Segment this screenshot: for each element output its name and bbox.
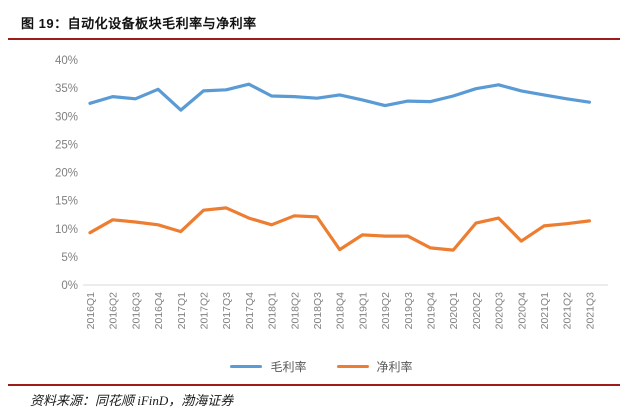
x-tick-label: 2020Q3	[494, 292, 506, 330]
figure-title: 图 19：自动化设备板块毛利率与净利率	[21, 16, 257, 31]
x-tick-label: 2019Q3	[403, 292, 415, 330]
legend-label-gross-margin: 毛利率	[270, 360, 307, 374]
x-tick-label: 2018Q3	[312, 292, 324, 330]
gross-margin-line	[88, 82, 592, 112]
legend-item-net-margin: 净利率	[336, 358, 413, 375]
x-tick-label: 2016Q2	[108, 292, 120, 330]
y-tick-label: 10%	[55, 224, 78, 236]
chart-legend: 毛利率 净利率	[0, 358, 643, 375]
x-tick-label: 2016Q4	[153, 292, 165, 330]
x-tick-label: 2016Q1	[85, 292, 97, 330]
x-tick-label: 2020Q1	[448, 292, 460, 330]
y-tick-label: 0%	[61, 280, 78, 292]
x-tick-label: 2017Q1	[176, 292, 188, 330]
y-tick-label: 20%	[55, 168, 78, 180]
x-tick-label: 2017Q3	[221, 292, 233, 330]
x-tick-label: 2019Q4	[426, 292, 438, 330]
gross-margin-line-swatch-icon	[230, 365, 263, 368]
x-tick-label: 2019Q2	[380, 292, 392, 330]
legend-item-gross-margin: 毛利率	[230, 358, 307, 375]
data-source-note: 资料来源：同花顺 iFinD，渤海证券	[30, 393, 234, 408]
footer-rule	[8, 384, 620, 386]
x-tick-label: 2016Q3	[130, 292, 142, 330]
x-tick-label: 2018Q4	[335, 292, 347, 330]
legend-label-net-margin: 净利率	[376, 360, 413, 374]
x-tick-label: 2020Q2	[471, 292, 483, 330]
y-tick-label: 15%	[55, 196, 78, 208]
y-tick-label: 40%	[55, 55, 78, 67]
x-tick-label: 2019Q1	[357, 292, 369, 330]
x-tick-label: 2021Q3	[584, 292, 596, 330]
title-underline-rule	[8, 38, 620, 40]
y-tick-label: 5%	[61, 252, 78, 264]
y-tick-label: 25%	[55, 139, 78, 151]
y-tick-label: 30%	[55, 111, 78, 123]
x-tick-label: 2017Q2	[199, 292, 211, 330]
x-tick-label: 2020Q4	[516, 292, 528, 330]
y-tick-label: 35%	[55, 83, 78, 95]
net-margin-line-swatch-icon	[336, 365, 369, 368]
net-margin-line	[88, 206, 592, 252]
x-tick-label: 2018Q1	[267, 292, 279, 330]
x-tick-label: 2021Q1	[539, 292, 551, 330]
x-tick-label: 2021Q2	[562, 292, 574, 330]
x-tick-label: 2017Q4	[244, 292, 256, 330]
x-tick-label: 2018Q2	[289, 292, 301, 330]
